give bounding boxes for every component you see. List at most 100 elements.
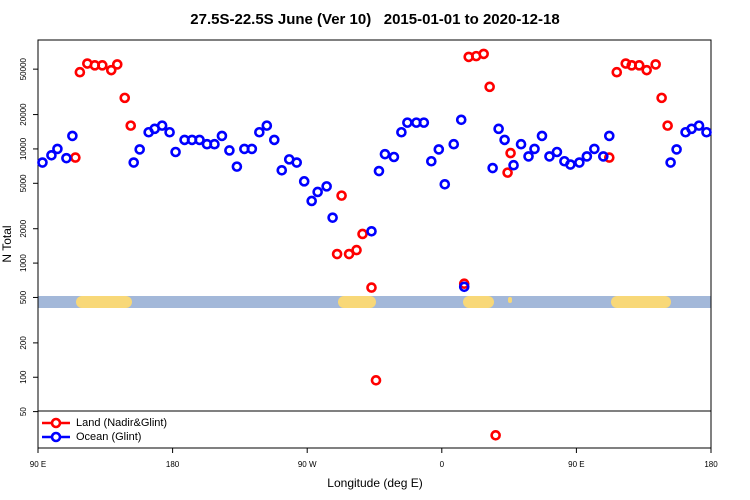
point xyxy=(373,165,385,177)
point xyxy=(565,159,576,170)
point xyxy=(321,181,332,192)
point xyxy=(194,134,205,146)
point xyxy=(128,157,140,168)
point xyxy=(164,126,175,138)
point xyxy=(611,66,623,78)
x-axis-label: Longitude (deg E) xyxy=(327,476,422,490)
point xyxy=(52,143,63,155)
legend-marker xyxy=(50,431,62,443)
point xyxy=(298,176,310,187)
y-tick-label: 50000 xyxy=(19,57,28,80)
point xyxy=(111,59,123,70)
point xyxy=(536,130,548,142)
point xyxy=(551,146,563,158)
point xyxy=(37,157,48,168)
point xyxy=(231,161,243,172)
y-tick-label: 500 xyxy=(19,290,28,304)
point xyxy=(620,58,632,69)
point xyxy=(327,212,338,223)
x-tick-label: 0 xyxy=(440,460,445,469)
legend-marker xyxy=(50,417,62,429)
point xyxy=(665,157,676,168)
point xyxy=(366,225,377,237)
point xyxy=(701,126,712,138)
y-tick-label: 50 xyxy=(19,407,28,416)
point xyxy=(581,151,593,162)
point xyxy=(156,120,168,131)
y-axis-label: N Total xyxy=(0,225,14,262)
point xyxy=(336,190,347,201)
point xyxy=(433,144,445,155)
point xyxy=(268,134,280,146)
legend-label: Land (Nadir&Glint) xyxy=(76,417,167,429)
point xyxy=(478,48,489,60)
point xyxy=(505,147,516,159)
point xyxy=(291,157,303,168)
point xyxy=(216,130,228,142)
y-tick-label: 10000 xyxy=(19,137,28,160)
x-tick-label: 180 xyxy=(704,460,718,469)
point xyxy=(46,149,57,161)
point xyxy=(650,59,661,70)
point xyxy=(544,151,555,162)
point xyxy=(487,162,498,174)
point xyxy=(97,60,108,71)
point xyxy=(448,138,460,150)
point xyxy=(379,148,391,160)
x-tick-label: 90 E xyxy=(568,460,584,469)
y-tick-label: 100 xyxy=(19,370,28,384)
point xyxy=(170,146,181,158)
x-tick-label: 180 xyxy=(166,460,180,469)
point xyxy=(671,144,682,155)
y-tick-label: 1000 xyxy=(19,254,28,272)
point xyxy=(502,167,513,178)
point xyxy=(604,152,615,163)
point xyxy=(276,164,288,176)
point xyxy=(493,123,504,135)
point xyxy=(418,117,430,128)
point xyxy=(641,64,652,76)
point xyxy=(529,143,540,155)
y-tick-label: 5000 xyxy=(19,174,28,192)
point xyxy=(589,143,600,155)
point xyxy=(370,375,382,386)
point xyxy=(604,130,615,142)
point xyxy=(224,145,235,156)
point xyxy=(455,114,467,126)
point xyxy=(246,143,258,155)
point xyxy=(515,138,527,150)
point xyxy=(357,228,368,240)
point xyxy=(388,151,400,163)
point xyxy=(70,152,81,163)
point xyxy=(254,126,265,138)
x-tick-label: 90 W xyxy=(298,460,317,469)
point xyxy=(662,120,673,131)
point xyxy=(574,157,585,168)
y-tick-label: 20000 xyxy=(19,103,28,126)
point xyxy=(61,152,72,164)
point xyxy=(366,282,377,293)
point xyxy=(523,151,534,162)
point xyxy=(598,151,609,162)
point xyxy=(351,244,362,256)
x-tick-label: 90 E xyxy=(30,460,46,469)
plot-frame xyxy=(37,39,712,449)
point xyxy=(209,138,220,150)
point xyxy=(74,66,86,78)
point xyxy=(125,120,137,131)
point xyxy=(656,92,667,104)
point xyxy=(693,120,705,131)
point xyxy=(396,126,407,138)
point xyxy=(402,117,413,128)
point xyxy=(508,159,519,171)
point xyxy=(633,60,645,71)
point xyxy=(119,92,131,104)
point xyxy=(484,81,495,93)
land-mask-strip xyxy=(38,296,711,308)
point xyxy=(439,178,451,190)
point xyxy=(134,144,145,155)
point xyxy=(67,130,78,142)
point xyxy=(490,430,501,441)
point xyxy=(458,281,470,293)
